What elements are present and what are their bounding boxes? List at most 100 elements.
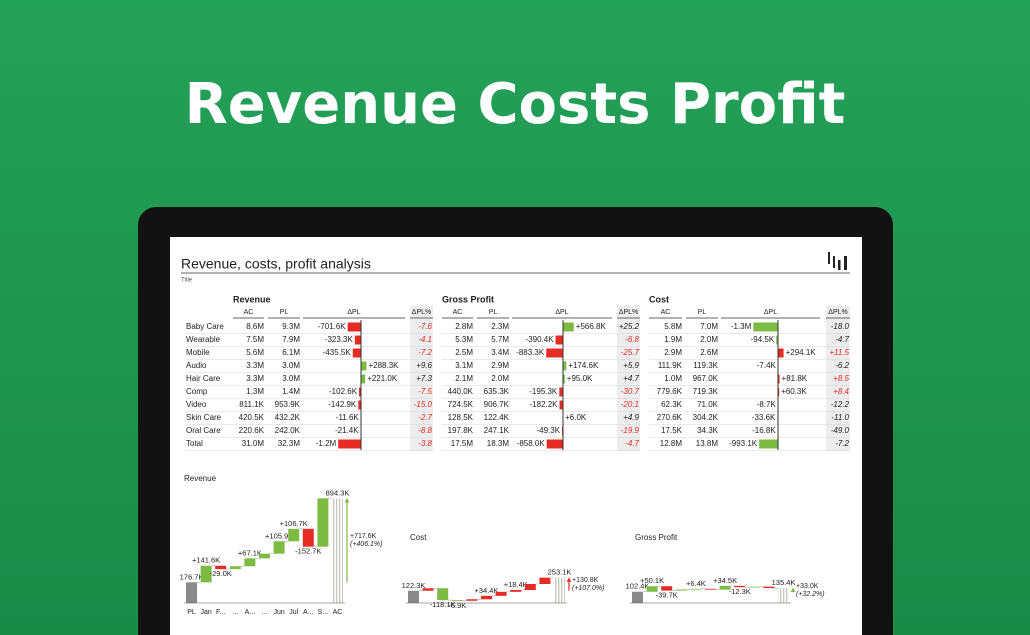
delta-bar — [546, 348, 563, 358]
ac-value: 3.1M — [455, 361, 473, 370]
delta-pct: -6.2 — [835, 361, 849, 370]
delta-pct: -30.7 — [621, 387, 640, 396]
value-label: 894.3K — [326, 488, 350, 497]
delta-bar — [690, 588, 702, 590]
delta-pct: -7.2 — [835, 439, 849, 448]
delta-bar — [753, 322, 778, 332]
delta-bar — [338, 439, 361, 449]
ac-value: 62.3K — [661, 400, 683, 409]
value-label: +34.4K — [475, 586, 499, 595]
ac-value: 2.5M — [455, 348, 473, 357]
ac-value: 440.0K — [448, 387, 474, 396]
delta-label: -7.4K — [757, 361, 777, 370]
delta-label: -16.8K — [752, 426, 776, 435]
value-label: -29.0K — [210, 569, 232, 578]
x-tick-label: A... — [245, 609, 256, 616]
arrow-head — [566, 577, 572, 582]
ac-value: 128.5K — [448, 413, 474, 422]
delta-pct: -6.8 — [625, 335, 639, 344]
delta-pct: +4.7 — [623, 374, 639, 383]
ac-value: 5.8M — [664, 322, 682, 331]
row-label: Wearable — [186, 335, 221, 344]
delta-label: -1.3M — [731, 322, 752, 331]
delta-pct: +8.5 — [833, 374, 849, 383]
delta-pct: -4.7 — [625, 439, 639, 448]
total-bar — [632, 591, 643, 603]
delta-bar — [539, 577, 551, 584]
pl-value: 32.3M — [278, 439, 301, 448]
delta-bar — [705, 588, 716, 590]
delta-label: -33.6K — [752, 413, 776, 422]
value-label: 122.3K — [402, 581, 426, 590]
value-label: -6.9K — [448, 601, 466, 610]
ac-value: 220.6K — [239, 426, 265, 435]
x-tick-label: A... — [303, 609, 314, 616]
delta-label: +294.1K — [786, 348, 817, 357]
row-label: Audio — [186, 361, 207, 370]
delta-label: -49.3K — [536, 426, 560, 435]
section-title: Cost — [649, 294, 669, 304]
column-header: ΔPL — [347, 309, 360, 316]
delta-label: -11.6K — [336, 413, 360, 422]
delta-pct: +9.6 — [416, 361, 432, 370]
delta-bar — [317, 498, 329, 547]
delta-pct: -4.7 — [835, 335, 849, 344]
column-header: ΔPL% — [412, 309, 431, 316]
pl-value: 3.0M — [282, 374, 300, 383]
annotation: (+107.0%) — [572, 585, 605, 592]
ac-value: 2.1M — [455, 374, 473, 383]
pl-value: 71.0K — [697, 400, 719, 409]
pct-column-bg — [410, 306, 433, 451]
delta-bar — [466, 599, 478, 601]
delta-pct: -25.7 — [621, 348, 640, 357]
value-label: +67.1K — [238, 548, 262, 557]
ac-value: 17.5K — [661, 426, 683, 435]
column-header: ΔPL% — [619, 309, 638, 316]
pl-value: 906.7K — [484, 400, 510, 409]
delta-bar — [259, 553, 270, 559]
value-label: +18.4K — [504, 580, 528, 589]
x-tick-label: F... — [216, 609, 225, 616]
delta-bar — [661, 586, 673, 591]
delta-bar — [437, 588, 449, 601]
ac-value: 420.5K — [239, 413, 265, 422]
x-tick-label: Jan — [200, 609, 211, 616]
delta-bar — [347, 322, 361, 332]
delta-bar — [563, 361, 567, 371]
delta-bar — [244, 558, 256, 567]
column-header: PL — [698, 309, 707, 316]
delta-label: -8.7K — [757, 400, 777, 409]
delta-label: +288.3K — [368, 361, 399, 370]
delta-label: -390.4K — [526, 335, 555, 344]
column-header: PL — [280, 309, 289, 316]
ac-value: 197.8K — [448, 426, 474, 435]
delta-pct: -7.5 — [418, 387, 432, 396]
pl-value: 2.6M — [700, 348, 718, 357]
logo — [828, 252, 847, 270]
pl-value: 122.4K — [484, 413, 510, 422]
pct-column-bg — [826, 306, 850, 451]
delta-bar — [361, 361, 367, 371]
delta-pct: -11.0 — [831, 413, 849, 422]
row-label: Mobile — [186, 348, 210, 357]
delta-label: -1.2M — [316, 439, 337, 448]
chart-title: Revenue — [184, 474, 217, 483]
delta-pct: +11.5 — [829, 348, 849, 357]
delta-bar — [510, 589, 522, 592]
delta-bar — [778, 348, 784, 358]
arrow-head — [790, 588, 796, 593]
delta-bar — [719, 585, 731, 590]
annotation: +130.8K — [572, 577, 599, 584]
delta-pct: -7.6 — [418, 322, 432, 331]
value-label: +106.7K — [280, 519, 308, 528]
delta-pct: -20.1 — [621, 400, 639, 409]
delta-bar — [559, 400, 563, 410]
value-label: +50.1K — [640, 576, 664, 585]
x-tick-label: ... — [232, 609, 238, 616]
delta-pct: -4.1 — [418, 335, 432, 344]
delta-label: -701.6K — [318, 322, 347, 331]
row-label: Oral Care — [186, 426, 221, 435]
chart-title: Cost — [410, 533, 427, 542]
delta-bar — [524, 583, 536, 590]
